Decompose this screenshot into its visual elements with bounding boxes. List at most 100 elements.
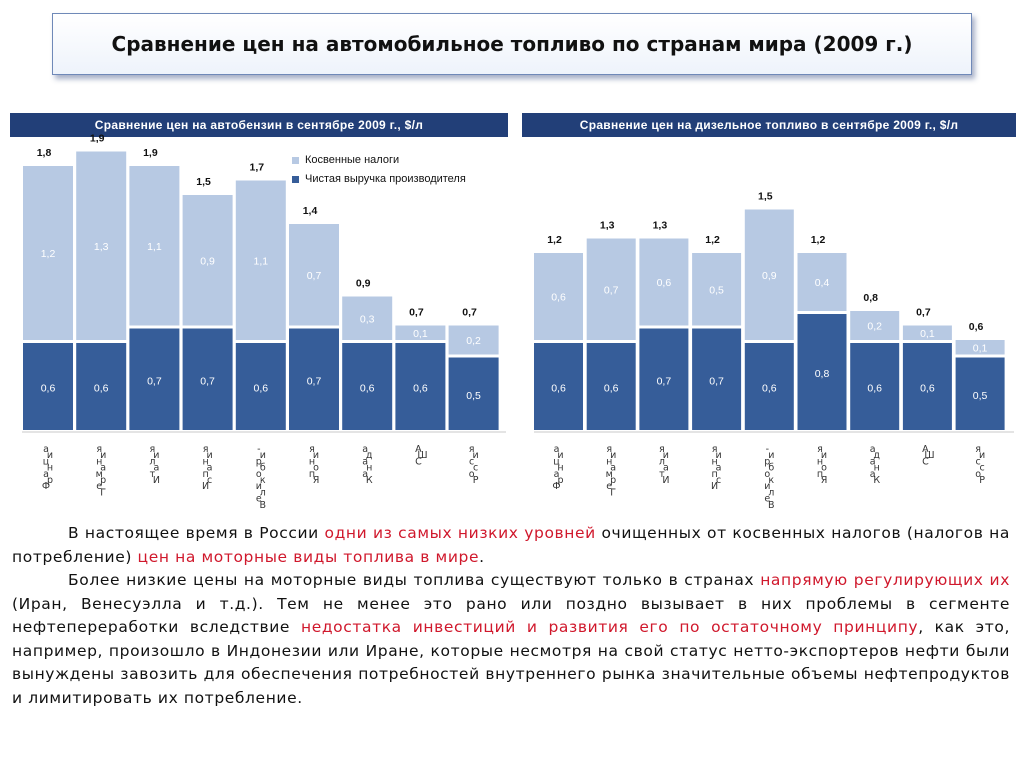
bar-indirect-taxes-5 [797, 253, 847, 311]
total-label-3: 1,2 [705, 234, 720, 246]
bar-indirect-taxes-4 [744, 209, 794, 340]
value-label-net-revenue-4: 0,6 [762, 383, 777, 395]
bar-indirect-taxes-7 [902, 325, 952, 340]
total-label-6: 0,8 [863, 292, 878, 304]
value-label-indirect-taxes-4: 0,9 [762, 270, 777, 282]
paragraph-2-content: Более низкие цены на моторные виды топли… [12, 571, 1010, 707]
gasoline-chart: Сравнение цен на автобензин в сентябре 2… [10, 113, 508, 513]
bar-net-revenue-0 [534, 343, 583, 430]
bar-net-revenue-8 [448, 357, 499, 430]
bar-indirect-taxes-7 [395, 325, 446, 340]
value-label-net-revenue-7: 0,6 [920, 383, 935, 395]
total-label-1: 1,9 [90, 133, 105, 145]
value-label-indirect-taxes-6: 0,2 [867, 321, 882, 333]
bar-net-revenue-1 [586, 343, 636, 430]
highlighted-text: цен на моторные виды топлива в мире [137, 547, 480, 566]
value-label-indirect-taxes-7: 0,1 [920, 328, 935, 340]
total-label-7: 0,7 [916, 307, 931, 319]
highlighted-text: напрямую регулирующих их [760, 571, 1011, 589]
slide-title-box: Сравнение цен на автомобильное топливо п… [52, 13, 972, 75]
value-label-indirect-taxes-8: 0,1 [973, 342, 988, 354]
value-label-net-revenue-8: 0,5 [466, 390, 481, 402]
value-label-net-revenue-5: 0,8 [815, 368, 830, 380]
value-label-indirect-taxes-0: 1,2 [41, 248, 56, 260]
text-fragment: , как это, например, произошло в Индонез… [12, 618, 1010, 707]
bar-indirect-taxes-8 [448, 325, 499, 355]
value-label-indirect-taxes-2: 1,1 [147, 241, 162, 253]
value-label-indirect-taxes-2: 0,6 [657, 277, 672, 289]
value-label-indirect-taxes-7: 0,1 [413, 328, 428, 340]
value-label-indirect-taxes-6: 0,3 [360, 313, 375, 325]
value-label-net-revenue-0: 0,6 [41, 383, 56, 395]
total-label-2: 1,3 [653, 220, 668, 232]
body-text: В настоящее время в России одни из самых… [12, 522, 1010, 710]
text-fragment: В настоящее время в России [68, 524, 325, 542]
bar-indirect-taxes-0 [534, 253, 583, 340]
total-label-2: 1,9 [143, 147, 158, 159]
bar-indirect-taxes-0 [23, 166, 73, 340]
bar-net-revenue-5 [289, 328, 339, 430]
total-label-7: 0,7 [409, 307, 424, 319]
value-label-net-revenue-2: 0,7 [657, 375, 672, 387]
total-label-4: 1,7 [249, 162, 264, 174]
value-label-net-revenue-1: 0,6 [604, 383, 619, 395]
diesel-chart-title: Сравнение цен на дизельное топливо в сен… [522, 113, 1016, 137]
slide-title: Сравнение цен на автомобильное топливо п… [111, 32, 913, 56]
bar-indirect-taxes-6 [342, 296, 393, 340]
value-label-net-revenue-3: 0,7 [709, 375, 724, 387]
value-label-indirect-taxes-8: 0,2 [466, 335, 481, 347]
text-fragment: Более низкие цены на моторные виды топли… [68, 571, 761, 589]
legend-label-indirect-taxes: Косвенные налоги [305, 154, 400, 166]
bar-net-revenue-2 [639, 328, 689, 430]
bar-indirect-taxes-8 [955, 340, 1005, 355]
total-label-1: 1,3 [600, 220, 615, 232]
legend-label-net-revenue: Чистая выручка производителя [305, 173, 466, 185]
value-label-net-revenue-2: 0,7 [147, 375, 162, 387]
value-label-indirect-taxes-3: 0,9 [200, 255, 215, 267]
total-label-5: 1,2 [811, 234, 826, 246]
total-label-8: 0,6 [969, 321, 984, 333]
value-label-net-revenue-7: 0,6 [413, 383, 428, 395]
bar-net-revenue-2 [129, 328, 180, 430]
bar-net-revenue-3 [182, 328, 233, 430]
bar-net-revenue-4 [235, 343, 286, 430]
bar-net-revenue-6 [850, 343, 900, 430]
total-label-0: 1,8 [37, 147, 52, 159]
bar-indirect-taxes-2 [639, 238, 689, 326]
bar-indirect-taxes-6 [850, 311, 900, 340]
value-label-net-revenue-5: 0,7 [307, 375, 322, 387]
value-label-indirect-taxes-5: 0,4 [815, 277, 830, 289]
bar-indirect-taxes-5 [289, 224, 339, 326]
bar-net-revenue-1 [76, 343, 127, 430]
highlighted-text: одни из самых низких уровней [324, 524, 596, 542]
bar-net-revenue-5 [797, 314, 847, 430]
bar-net-revenue-7 [902, 343, 952, 430]
bar-indirect-taxes-1 [586, 238, 636, 340]
bar-net-revenue-3 [692, 328, 742, 430]
body-paragraph-2: Более низкие цены на моторные виды топли… [12, 569, 1010, 710]
text-fragment: . [479, 547, 485, 566]
bar-net-revenue-0 [23, 343, 73, 430]
value-label-net-revenue-1: 0,6 [94, 383, 109, 395]
gasoline-chart-title: Сравнение цен на автобензин в сентябре 2… [10, 113, 508, 137]
legend-item-net-revenue: Чистая выручка производителя [292, 170, 466, 189]
value-label-net-revenue-3: 0,7 [200, 375, 215, 387]
highlighted-text: недостатка инвестиций и развития его по … [300, 618, 919, 636]
value-label-net-revenue-6: 0,6 [360, 383, 375, 395]
total-label-8: 0,7 [462, 307, 477, 319]
bar-net-revenue-7 [395, 343, 446, 430]
total-label-0: 1,2 [547, 234, 562, 246]
chart-legend: Косвенные налоги Чистая выручка производ… [292, 151, 466, 189]
